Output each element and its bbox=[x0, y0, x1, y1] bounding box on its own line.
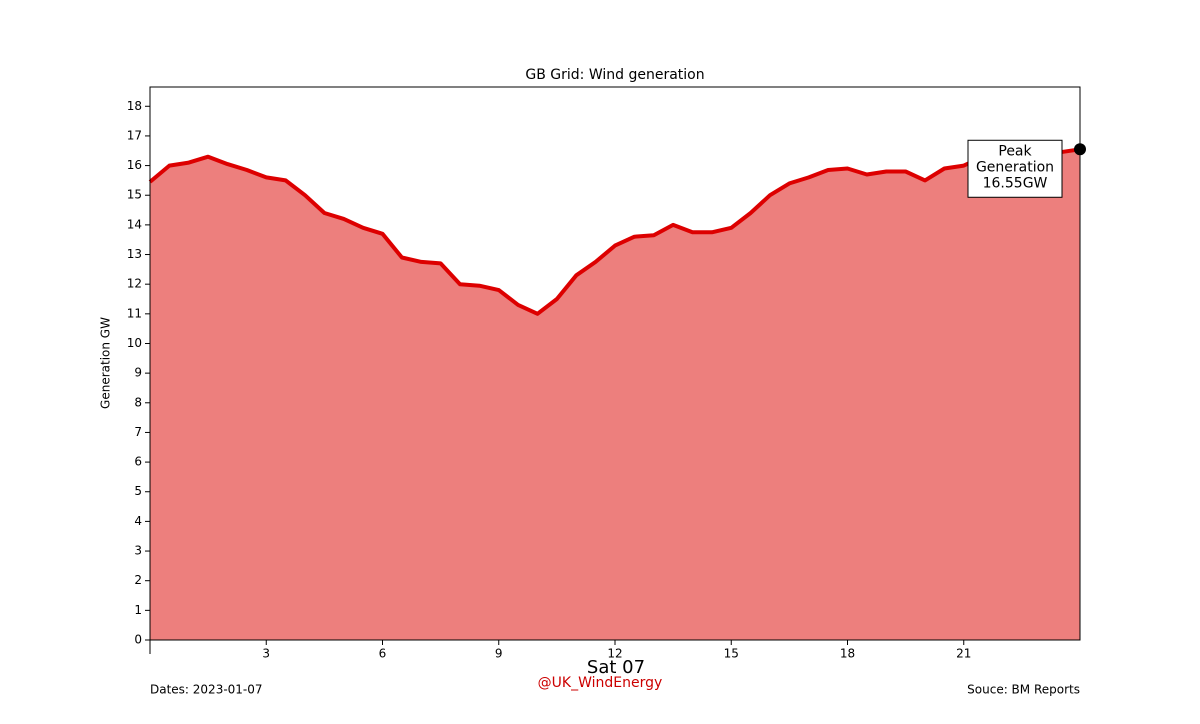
peak-marker bbox=[1074, 143, 1086, 156]
footer-source: Souce: BM Reports bbox=[967, 683, 1080, 697]
x-tick-label: 12 bbox=[607, 647, 622, 661]
x-tick-label: 9 bbox=[495, 647, 503, 661]
x-tick-label: 3 bbox=[262, 647, 270, 661]
line bbox=[148, 147, 1081, 316]
footer-dates: Dates: 2023-01-07 bbox=[150, 683, 263, 697]
y-tick-label: 9 bbox=[134, 366, 142, 380]
y-tick-label: 15 bbox=[127, 188, 142, 202]
y-tick-label: 7 bbox=[134, 425, 142, 439]
peak-annotation-box bbox=[967, 139, 1063, 198]
y-tick-label: 14 bbox=[127, 217, 142, 231]
x-tick-label: 21 bbox=[956, 647, 971, 661]
y-tick-label: 0 bbox=[134, 633, 142, 647]
y-tick-label: 3 bbox=[134, 544, 142, 558]
y-tick-label: 2 bbox=[134, 573, 142, 587]
y-tick-label: 13 bbox=[127, 247, 142, 261]
y-tick-label: 16 bbox=[127, 158, 142, 172]
y-tick-label: 6 bbox=[134, 455, 142, 469]
y-tick-label: 11 bbox=[127, 306, 142, 320]
x-tick-label: 18 bbox=[840, 647, 855, 661]
y-tick-label: 5 bbox=[134, 484, 142, 498]
footer-credit: @UK_WindEnergy bbox=[538, 675, 663, 691]
y-tick-label: 17 bbox=[127, 128, 142, 142]
y-tick-label: 4 bbox=[134, 514, 142, 528]
peak-annotation: 16.55GW bbox=[983, 175, 1048, 191]
peak-annotation: Peak bbox=[998, 143, 1032, 159]
x-axis-label: Sat 07 bbox=[587, 657, 645, 678]
y-tick-label: 12 bbox=[127, 277, 142, 291]
y-axis-label: Generation GW bbox=[99, 317, 113, 409]
y-tick-label: 10 bbox=[127, 336, 142, 350]
peak-annotation: Generation bbox=[976, 159, 1054, 175]
x-tick-label: 6 bbox=[379, 647, 387, 661]
x-tick-label: 15 bbox=[724, 647, 739, 661]
y-tick-label: 18 bbox=[127, 99, 142, 113]
chart-title: GB Grid: Wind generation bbox=[525, 67, 704, 83]
y-tick-label: 8 bbox=[134, 395, 142, 409]
y-tick-label: 1 bbox=[134, 603, 142, 617]
area bbox=[150, 149, 1080, 641]
